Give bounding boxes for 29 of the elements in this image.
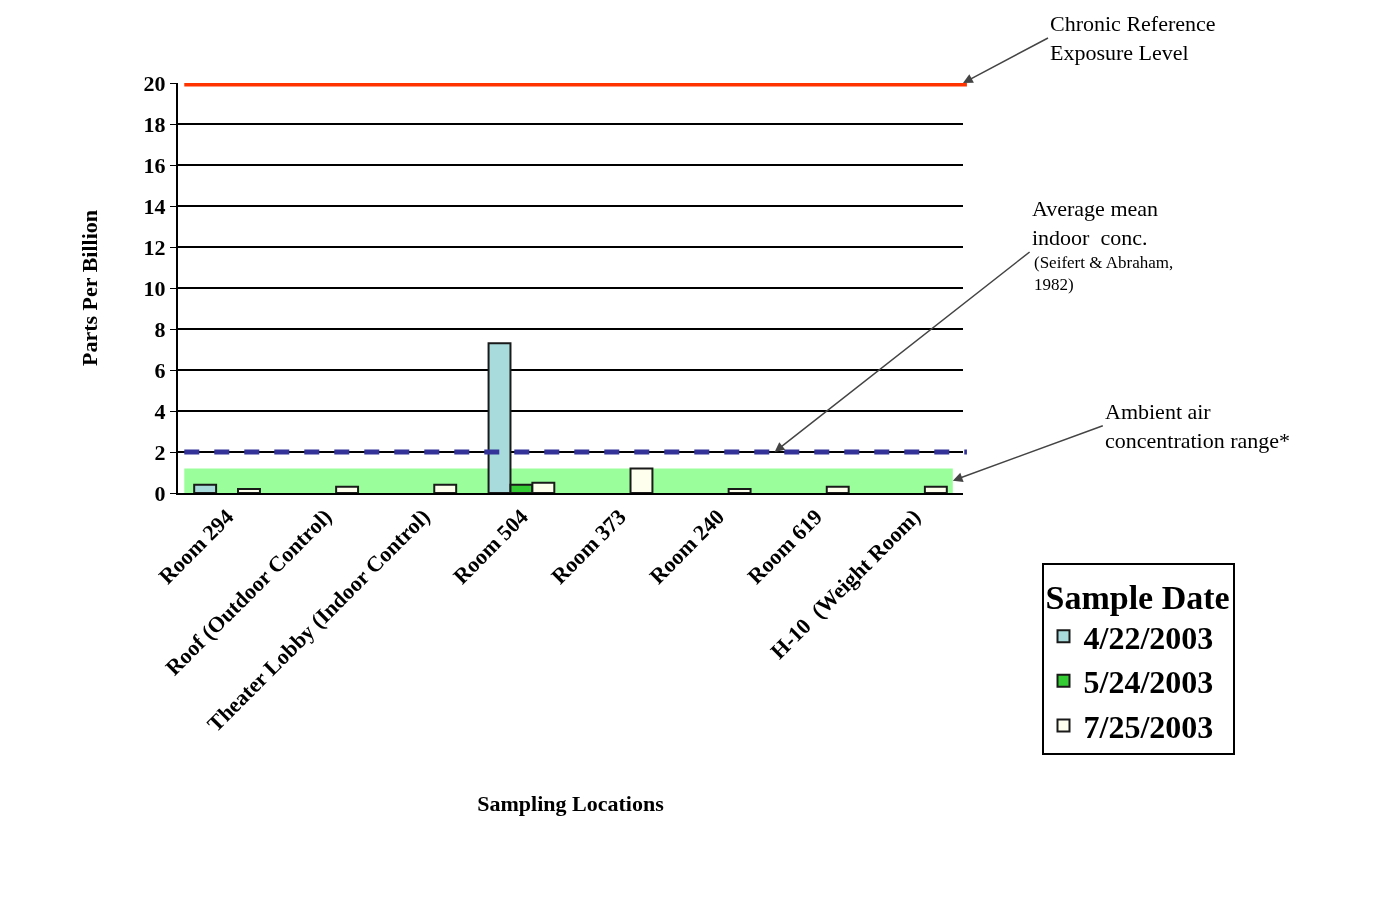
- band-label: Ambient air concentration range*: [1105, 399, 1291, 453]
- y-tick-label: 4: [154, 398, 166, 424]
- y-axis-title: Parts Per Billion: [76, 209, 102, 367]
- bar: [193, 483, 218, 493]
- legend-label: 7/25/2003: [1083, 708, 1214, 745]
- bar: [727, 487, 752, 493]
- ref-line-label: Average mean indoor conc.: [1032, 196, 1159, 250]
- y-tick-label: 2: [154, 439, 166, 465]
- y-tick-label: 8: [154, 316, 166, 342]
- y-tick-label: 20: [143, 70, 166, 96]
- x-axis-title: Sampling Locations: [477, 790, 665, 816]
- legend-label: 4/22/2003: [1083, 619, 1214, 656]
- y-tick-label: 16: [143, 152, 166, 178]
- bar: [433, 483, 458, 493]
- ref-line-label: Chronic Reference Exposure Level: [1050, 11, 1216, 65]
- text: (Seifert & Abraham, 1982): [1034, 253, 1174, 295]
- y-tick-label: 0: [154, 480, 166, 506]
- y-tick-label: 12: [143, 234, 166, 260]
- y-tick-label: 6: [154, 357, 166, 383]
- legend-title: Sample Date: [1045, 578, 1230, 616]
- bar: [237, 487, 261, 493]
- bar: [825, 485, 850, 493]
- bar: [629, 467, 654, 493]
- y-tick-label: 10: [143, 275, 166, 301]
- legend-label: 5/24/2003: [1083, 664, 1214, 701]
- y-tick-label: 14: [143, 193, 166, 219]
- y-tick-label: 18: [143, 111, 166, 137]
- bar: [923, 485, 948, 493]
- bar: [335, 485, 360, 493]
